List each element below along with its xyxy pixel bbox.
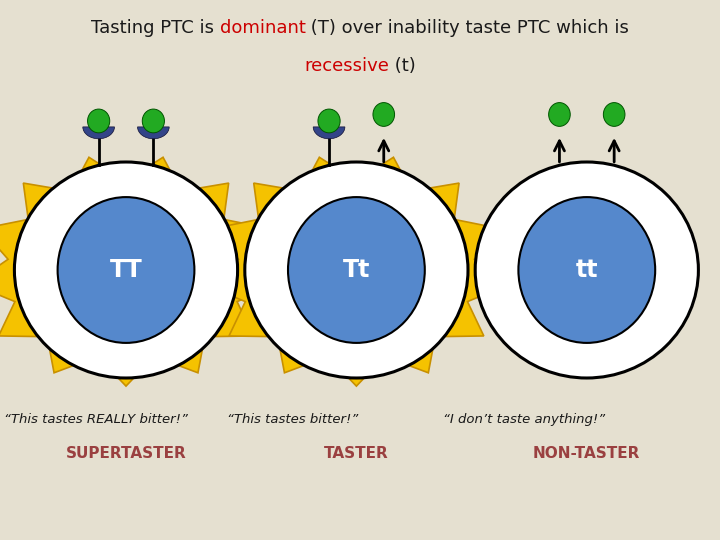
Text: “I don’t taste anything!”: “I don’t taste anything!” bbox=[443, 413, 605, 426]
Text: (T) over inability taste PTC which is: (T) over inability taste PTC which is bbox=[305, 19, 629, 37]
Ellipse shape bbox=[143, 109, 164, 133]
Text: dominant: dominant bbox=[220, 19, 305, 37]
Ellipse shape bbox=[318, 109, 340, 133]
Text: TASTER: TASTER bbox=[324, 446, 389, 461]
Text: recessive: recessive bbox=[304, 57, 389, 75]
Ellipse shape bbox=[603, 103, 625, 126]
Text: “This tastes bitter!”: “This tastes bitter!” bbox=[227, 413, 358, 426]
Ellipse shape bbox=[245, 162, 468, 378]
Text: NON-TASTER: NON-TASTER bbox=[533, 446, 641, 461]
Text: (t): (t) bbox=[389, 57, 416, 75]
Wedge shape bbox=[313, 127, 345, 139]
Text: Tt: Tt bbox=[343, 258, 370, 282]
Ellipse shape bbox=[518, 197, 655, 343]
Ellipse shape bbox=[58, 197, 194, 343]
Text: SUPERTASTER: SUPERTASTER bbox=[66, 446, 186, 461]
Ellipse shape bbox=[288, 197, 425, 343]
Text: TT: TT bbox=[109, 258, 143, 282]
Ellipse shape bbox=[88, 109, 109, 133]
Wedge shape bbox=[83, 127, 114, 139]
Text: “This tastes REALLY bitter!”: “This tastes REALLY bitter!” bbox=[4, 413, 187, 426]
Ellipse shape bbox=[14, 162, 238, 378]
Text: Tasting PTC is: Tasting PTC is bbox=[91, 19, 220, 37]
Ellipse shape bbox=[373, 103, 395, 126]
Wedge shape bbox=[138, 127, 169, 139]
Polygon shape bbox=[203, 157, 510, 386]
Text: tt: tt bbox=[575, 258, 598, 282]
Ellipse shape bbox=[549, 103, 570, 126]
Polygon shape bbox=[0, 157, 279, 386]
Ellipse shape bbox=[475, 162, 698, 378]
